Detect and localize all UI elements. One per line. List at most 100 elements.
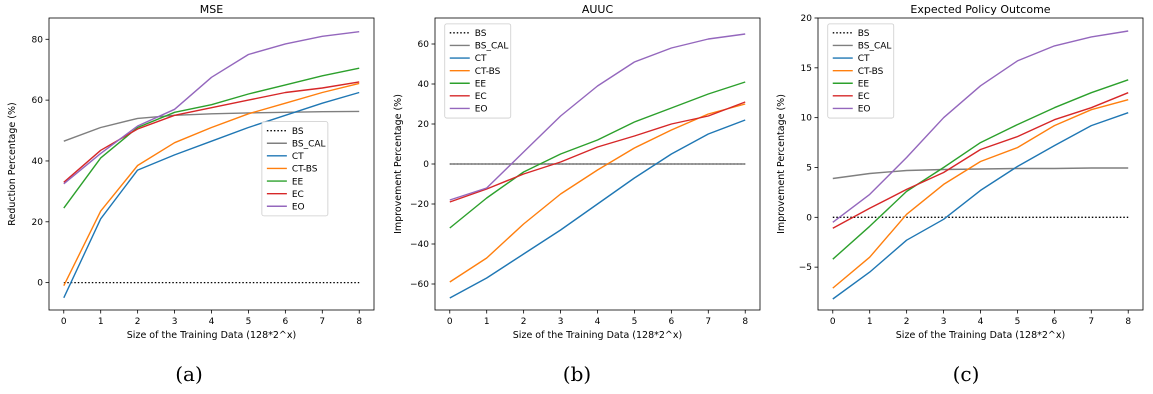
y-tick-label: 0 [423,160,429,170]
x-tick-label: 7 [705,317,711,327]
y-tick-label: −5 [799,263,812,273]
legend-box [444,23,512,119]
series-line-ec [832,92,1129,229]
series-line-ct-bs [832,99,1129,289]
legend-label: EO [292,202,305,212]
y-axis-label: Improvement Percentage (%) [393,94,404,234]
caption-b: (b) [562,362,592,386]
y-axis-label: Reduction Percentage (%) [7,102,18,225]
series-line-ec [449,101,746,203]
y-tick-label: 60 [32,96,44,106]
legend-label: BS_CAL [475,42,509,52]
legend-label: EC [292,190,304,200]
legend-label: BS_CAL [858,42,892,52]
x-tick-label: 7 [319,317,325,327]
x-tick-label: 1 [484,317,490,327]
legend-label: EE [475,79,487,89]
x-axis-label: Size of the Training Data (128*2^x) [513,330,682,341]
chart-title: AUUC [582,3,614,16]
y-tick-label: −20 [410,200,429,210]
x-tick-label: 1 [867,317,873,327]
x-tick-label: 0 [61,317,67,327]
x-tick-label: 5 [632,317,638,327]
legend-label: CT [292,152,304,162]
series-line-eo [449,33,746,201]
x-tick-label: 8 [1125,317,1131,327]
x-tick-label: 2 [135,317,141,327]
legend-box [827,23,895,119]
chart-title: Expected Policy Outcome [910,3,1050,16]
legend-label: CT [858,54,870,64]
x-tick-label: 5 [246,317,252,327]
x-tick-label: 6 [282,317,288,327]
legend-box [261,121,329,217]
x-tick-label: 5 [1015,317,1021,327]
series-line-ec [63,81,360,183]
legend: BS BS_CAL CT CT-BS EE EC EO [444,23,512,119]
y-tick-label: 80 [32,35,44,45]
x-tick-label: 6 [1051,317,1057,327]
legend: BS BS_CAL CT CT-BS EE EC EO [261,121,329,217]
y-tick-label: −40 [410,240,429,250]
series-line-ee [449,81,746,229]
series-line-bs-cal [832,167,1129,180]
chart-title: MSE [200,3,223,16]
y-tick-label: 0 [806,213,812,223]
legend-label: EC [475,92,487,102]
x-tick-label: 3 [558,317,564,327]
series-line-ee [63,67,360,209]
legend-label: EE [858,79,870,89]
chart-panel-2: AUUC 0 1 2 3 4 5 6 7 8 −60 −40 −20 0 20 40 60 Size of the… [393,3,761,341]
legend-label: CT-BS [858,67,884,77]
series-line-eo [63,31,360,185]
y-tick-label: −60 [410,280,429,290]
y-tick-label: 10 [801,114,813,124]
series-line-ee [832,79,1129,260]
x-tick-label: 3 [941,317,947,327]
legend-label: EO [475,105,488,115]
x-tick-label: 0 [447,317,453,327]
caption-a: (a) [175,362,203,386]
x-tick-label: 8 [742,317,748,327]
y-tick-label: 40 [32,157,44,167]
x-tick-label: 2 [521,317,527,327]
legend-label: BS_CAL [292,139,326,149]
series-line-eo [832,30,1129,223]
y-tick-label: 20 [418,120,430,130]
y-tick-label: 15 [801,64,812,74]
series-line-bs-cal [63,110,360,142]
x-tick-label: 4 [978,317,984,327]
x-tick-label: 3 [172,317,178,327]
legend: BS BS_CAL CT CT-BS EE EC EO [827,23,895,119]
y-tick-label: 40 [418,80,430,90]
legend-label: CT-BS [292,165,318,175]
series-line-ct-bs [63,82,360,287]
legend-label: BS [475,29,487,39]
legend-label: CT [475,54,487,64]
legend-label: EE [292,177,304,187]
y-axis-label: Improvement Percentage (%) [776,94,787,234]
series-line-ct [832,112,1129,300]
x-tick-label: 4 [595,317,601,327]
legend-label: CT-BS [475,67,501,77]
x-tick-label: 6 [668,317,674,327]
series-line-ct [63,91,360,299]
x-tick-label: 4 [209,317,215,327]
y-tick-label: 5 [806,163,812,173]
x-tick-label: 7 [1088,317,1094,327]
x-axis-label: Size of the Training Data (128*2^x) [127,330,296,341]
series-line-ct [449,119,746,299]
x-tick-label: 1 [98,317,104,327]
plot-frame [434,17,761,311]
legend-label: EC [858,92,870,102]
y-tick-label: 20 [32,218,44,228]
y-tick-label: 0 [37,279,43,289]
legend-label: BS [858,29,870,39]
legend-label: BS [292,127,304,137]
x-tick-label: 0 [830,317,836,327]
chart-panel-3: Expected Policy Outcome 0 1 2 3 4 5 6 7 8 −5 0 5 10 15… [776,3,1144,341]
plot-frame [48,17,375,311]
y-tick-label: 20 [801,14,813,24]
